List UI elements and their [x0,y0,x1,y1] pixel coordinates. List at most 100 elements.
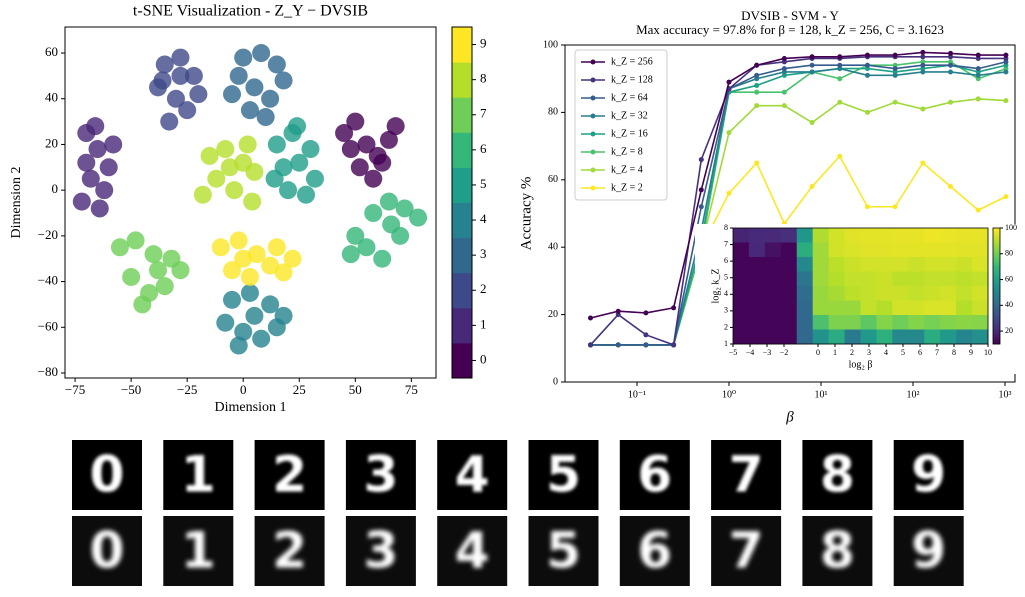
heatmap-cell [780,257,798,272]
inset-colorbar-band [993,336,1000,339]
point [144,245,163,264]
point [240,283,259,302]
colorbar-band [452,62,472,98]
inset-colorbar-band [993,266,1000,269]
point [395,199,414,218]
point [122,267,141,286]
colorbar-tick-label: 0 [480,351,487,366]
inset-y-tick-label: 7 [724,239,728,248]
heatmap-cell [748,257,766,272]
legend-marker [590,149,596,155]
point [223,290,242,309]
y-tick-label: 20 [548,309,558,320]
marker [864,204,870,210]
inset-colorbar-band [993,260,1000,264]
point [229,336,248,355]
point [379,130,398,149]
marker [837,76,843,82]
y-tick-label: 0 [52,181,59,196]
heatmap-cell [780,271,798,287]
point [234,249,253,268]
x-tick-label: 10⁻¹ [628,389,646,400]
point [220,158,239,177]
inset-colorbar-band [993,301,1000,304]
line [589,55,1006,347]
marker [643,332,649,338]
point [207,169,226,188]
marker [588,342,594,348]
point [234,48,253,67]
digit-glyph: 4 [455,522,490,580]
heatmap-cell [796,315,814,330]
colorbar-band [452,97,472,133]
heatmap-cell [733,271,750,287]
heatmap-cell [780,242,798,258]
legend-label: k_Z = 8 [611,146,643,157]
point [245,162,264,181]
heatmap-cell [796,242,814,258]
heatmap-cell [940,271,957,287]
marker [1003,52,1009,58]
marker [781,66,787,72]
y-tick-label: 0 [553,376,558,387]
marker [920,62,926,68]
inset-colorbar-band [993,235,1000,239]
inset-colorbar-band [993,268,1000,271]
marker [948,184,954,190]
x-tick-label: 25 [293,382,306,397]
marker [754,62,760,68]
heatmap-cell [908,300,925,316]
colorbar-tick-label: 6 [480,141,487,156]
heatmap-cell [940,315,957,330]
point [216,313,235,332]
heatmap-cell [956,242,973,258]
heatmap-cell [892,300,909,316]
inset-colorbar-tick-label: 80 [1005,249,1013,258]
digit-image [711,516,782,586]
heatmap-cell [812,228,830,243]
heatmap-cell [972,300,989,316]
inset-colorbar-band [993,320,1000,324]
heatmap-cell [956,286,973,301]
legend-marker [590,59,596,65]
point [229,231,248,250]
inset-colorbar-band [993,237,1000,240]
point [364,204,383,223]
inset-colorbar-band [993,332,1000,335]
colorbar-band [452,307,472,344]
heatmap-cell [956,271,973,287]
legend-marker [590,113,596,119]
point [261,89,280,108]
inset-colorbar-band [993,287,1000,291]
heatmap-cell [924,257,941,272]
y-tick-label: 100 [543,39,558,50]
point [216,140,235,159]
digit-image [802,440,873,510]
marker [975,96,981,102]
colorbar-tick-label: 9 [480,36,487,51]
x-tick-label: 0 [240,382,247,397]
digit-image [254,516,325,586]
point [88,140,107,159]
x-tick-label: 10¹ [814,389,827,400]
marker [920,160,926,166]
inset-colorbar-band [993,297,1000,300]
heatmap-cell [748,271,766,287]
legend-frame [574,49,668,201]
heatmap-cell [764,329,782,345]
inset-colorbar-tick-label: 20 [1005,326,1013,335]
point [171,66,190,85]
inset-colorbar-band [993,318,1000,322]
heatmap-cell [940,228,957,243]
heatmap-cell [972,242,989,258]
marker [837,153,843,159]
inset-y-tick-label: 4 [724,289,728,298]
inset-x-tick-label: −2 [780,348,789,357]
inset-colorbar-band [993,228,1000,231]
inset-colorbar-band [993,233,1000,237]
heatmap-cell [924,315,941,330]
marker [892,52,898,58]
marker [920,106,926,112]
digit-image [528,516,599,586]
marker [948,62,954,68]
